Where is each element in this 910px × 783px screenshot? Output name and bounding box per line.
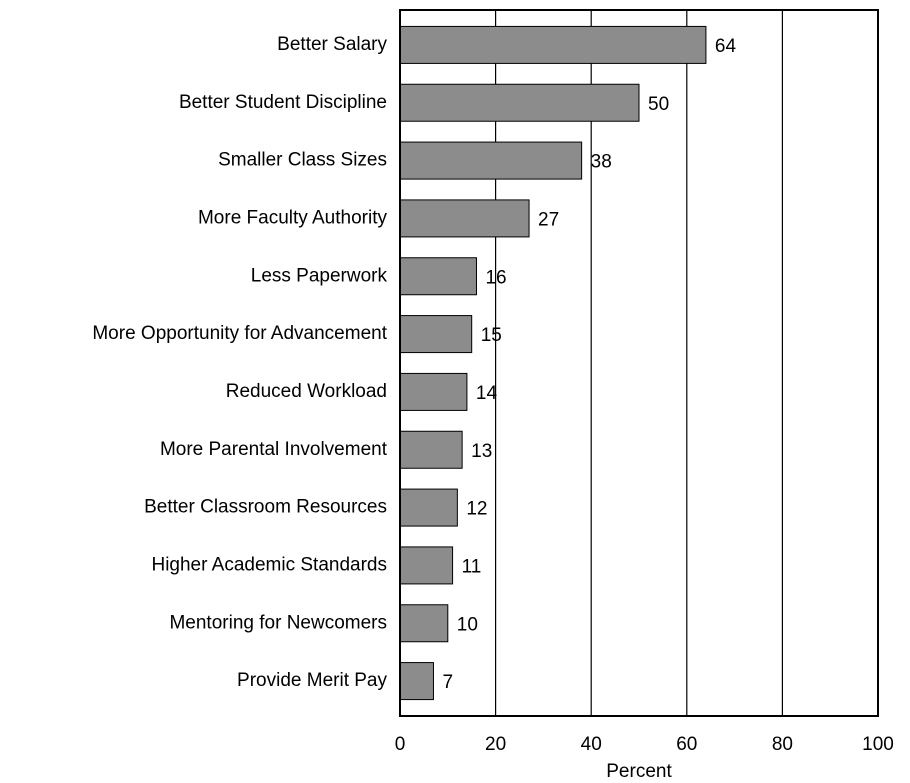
bar [399,488,458,527]
value-label: 64 [715,36,737,57]
bar [399,662,434,701]
value-label: 13 [471,441,492,462]
bar [399,257,477,296]
value-label: 50 [648,94,669,115]
value-label: 12 [466,499,487,520]
x-tick-label: 60 [676,734,697,755]
x-tick-label: 40 [581,734,602,755]
value-label: 11 [462,556,482,577]
value-label: 16 [485,267,506,288]
value-label: 15 [481,325,502,346]
y-tick-label: More Faculty Authority [198,207,388,228]
value-label: 38 [591,152,612,173]
bar [399,604,449,643]
bar [399,315,473,354]
x-axis-label: Percent [606,761,672,782]
y-tick-label: Reduced Workload [226,381,387,402]
bar [399,199,530,238]
value-label: 7 [442,672,453,693]
x-tick-label: 0 [395,734,406,755]
x-tick-label: 20 [485,734,506,755]
bar [399,546,454,585]
bar [399,430,463,469]
y-tick-label: More Opportunity for Advancement [92,323,387,344]
y-tick-label: Provide Merit Pay [237,670,387,691]
y-tick-label: More Parental Involvement [160,439,388,460]
value-label: 27 [538,209,559,230]
value-label: 10 [457,614,478,635]
bar [399,141,583,180]
value-label: 14 [476,383,498,404]
plot-frame [399,9,879,717]
y-tick-label: Higher Academic Standards [151,554,387,575]
bar [399,83,640,122]
y-tick-label: Better Student Discipline [179,92,387,113]
y-tick-label: Better Classroom Resources [144,497,387,518]
y-tick-label: Less Paperwork [251,265,388,286]
y-tick-label: Smaller Class Sizes [218,150,387,171]
y-tick-label: Mentoring for Newcomers [169,612,387,633]
x-tick-label: 100 [862,734,894,755]
x-tick-label: 80 [772,734,793,755]
bar [399,25,707,64]
bar [399,372,468,411]
y-tick-label: Better Salary [277,34,387,55]
